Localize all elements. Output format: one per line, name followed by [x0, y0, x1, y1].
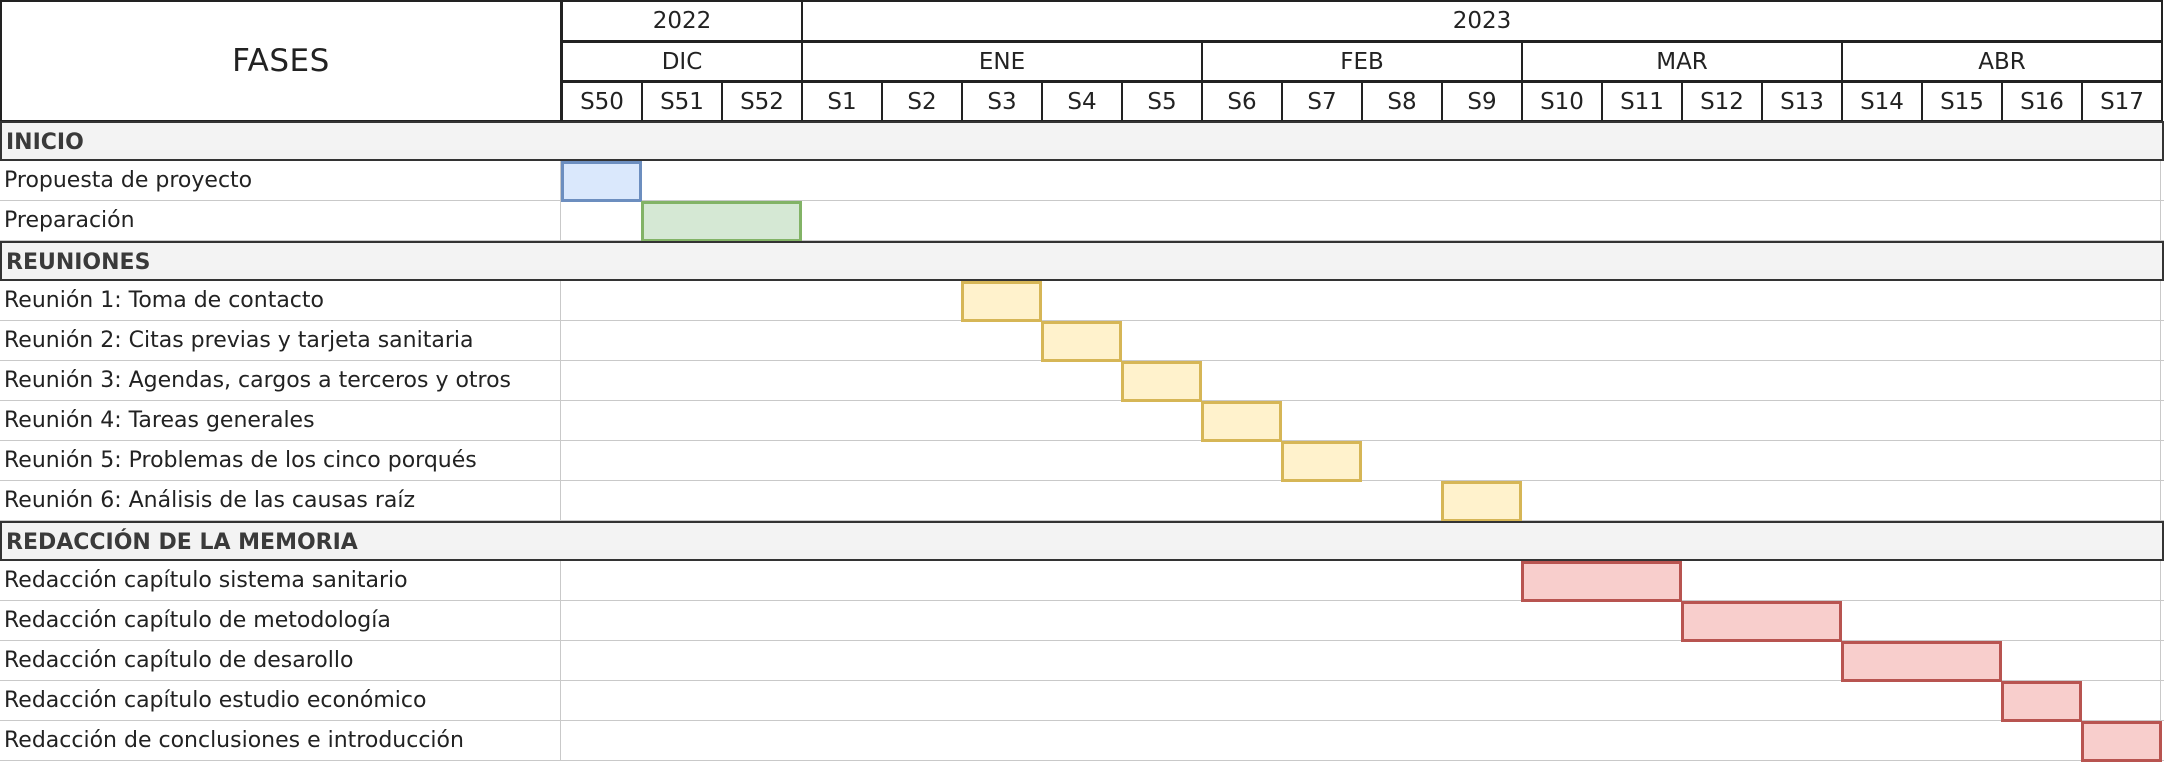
right-border — [2160, 281, 2161, 321]
week-header: S17 — [2081, 81, 2163, 122]
right-border — [2160, 201, 2161, 241]
task-label: Reunión 6: Análisis de las causas raíz — [4, 488, 416, 513]
task-bar[interactable] — [1841, 641, 2002, 682]
week-header: S2 — [881, 81, 963, 122]
task-row: Reunión 6: Análisis de las causas raíz — [0, 481, 2164, 521]
task-bar[interactable] — [1041, 321, 1122, 362]
task-bar[interactable] — [961, 281, 1042, 322]
week-header: S7 — [1281, 81, 1363, 122]
task-bar[interactable] — [561, 161, 642, 202]
task-bar[interactable] — [1441, 481, 1522, 522]
task-bar[interactable] — [1201, 401, 1282, 442]
week-header: S51 — [641, 81, 723, 122]
task-row: Redacción capítulo de metodología — [0, 601, 2164, 641]
label-divider — [560, 401, 561, 441]
task-label: Redacción capítulo estudio económico — [4, 688, 427, 713]
label-divider — [560, 361, 561, 401]
label-divider — [560, 721, 561, 761]
label-divider — [560, 641, 561, 681]
week-header: S52 — [721, 81, 803, 122]
task-label: Redacción capítulo de metodología — [4, 608, 391, 633]
task-bar[interactable] — [1121, 361, 1202, 402]
label-divider — [560, 561, 561, 601]
right-border — [2160, 361, 2161, 401]
right-border — [2160, 601, 2161, 641]
week-header: S13 — [1761, 81, 1843, 122]
task-label: Redacción capítulo sistema sanitario — [4, 568, 408, 593]
task-row: Reunión 4: Tareas generales — [0, 401, 2164, 441]
task-label: Reunión 4: Tareas generales — [4, 408, 315, 433]
week-header: S6 — [1201, 81, 1283, 122]
month-header: ENE — [801, 41, 1203, 82]
week-header: S15 — [1921, 81, 2003, 122]
week-header: S4 — [1041, 81, 1123, 122]
task-label: Redacción de conclusiones e introducción — [4, 728, 464, 753]
task-bar[interactable] — [1681, 601, 1842, 642]
week-header: S3 — [961, 81, 1043, 122]
month-header: ABR — [1841, 41, 2163, 82]
task-label: Reunión 3: Agendas, cargos a terceros y … — [4, 368, 512, 393]
section-label: REUNIONES — [6, 250, 151, 275]
section-label: INICIO — [6, 130, 84, 155]
task-row: Redacción capítulo sistema sanitario — [0, 561, 2164, 601]
label-divider — [560, 161, 561, 201]
task-label: Reunión 5: Problemas de los cinco porqué… — [4, 448, 477, 473]
task-bar[interactable] — [641, 201, 802, 242]
week-header: S10 — [1521, 81, 1603, 122]
right-border — [2160, 441, 2161, 481]
task-label: Redacción capítulo de desarollo — [4, 648, 354, 673]
week-header: S5 — [1121, 81, 1203, 122]
task-row: Redacción capítulo de desarollo — [0, 641, 2164, 681]
label-divider — [560, 441, 561, 481]
label-divider — [560, 681, 561, 721]
task-bar[interactable] — [1281, 441, 1362, 482]
section-label: REDACCIÓN DE LA MEMORIA — [6, 530, 358, 555]
section-header-row: INICIO — [0, 121, 2164, 161]
right-border — [2160, 401, 2161, 441]
week-header: S8 — [1361, 81, 1443, 122]
task-row: Reunión 1: Toma de contacto — [0, 281, 2164, 321]
fases-header: FASES — [0, 0, 562, 122]
task-row: Reunión 5: Problemas de los cinco porqué… — [0, 441, 2164, 481]
task-row: Propuesta de proyecto — [0, 161, 2164, 201]
week-header: S9 — [1441, 81, 1523, 122]
label-divider — [560, 601, 561, 641]
right-border — [2160, 321, 2161, 361]
section-header-row: REDACCIÓN DE LA MEMORIA — [0, 521, 2164, 561]
right-border — [2160, 641, 2161, 681]
week-header: S14 — [1841, 81, 1923, 122]
section-header-row: REUNIONES — [0, 241, 2164, 281]
label-divider — [560, 201, 561, 241]
month-header: DIC — [561, 41, 803, 82]
year-header: 2022 — [561, 0, 803, 42]
month-header: MAR — [1521, 41, 1843, 82]
task-bar[interactable] — [2081, 721, 2162, 762]
label-divider — [560, 281, 561, 321]
task-row: Redacción de conclusiones e introducción — [0, 721, 2164, 761]
task-label: Preparación — [4, 208, 135, 233]
year-header: 2023 — [801, 0, 2163, 42]
right-border — [2160, 561, 2161, 601]
right-border — [2160, 481, 2161, 521]
right-border — [2160, 161, 2161, 201]
label-divider — [560, 321, 561, 361]
month-header: FEB — [1201, 41, 1523, 82]
week-header: S1 — [801, 81, 883, 122]
task-row: Redacción capítulo estudio económico — [0, 681, 2164, 721]
task-label: Reunión 1: Toma de contacto — [4, 288, 324, 313]
task-label: Reunión 2: Citas previas y tarjeta sanit… — [4, 328, 474, 353]
week-header: S16 — [2001, 81, 2083, 122]
week-header: S50 — [561, 81, 643, 122]
task-label: Propuesta de proyecto — [4, 168, 253, 193]
task-bar[interactable] — [1521, 561, 1682, 602]
week-header: S11 — [1601, 81, 1683, 122]
label-divider — [560, 481, 561, 521]
task-row: Reunión 3: Agendas, cargos a terceros y … — [0, 361, 2164, 401]
task-row: Preparación — [0, 201, 2164, 241]
right-border — [2160, 681, 2161, 721]
task-bar[interactable] — [2001, 681, 2082, 722]
week-header: S12 — [1681, 81, 1763, 122]
